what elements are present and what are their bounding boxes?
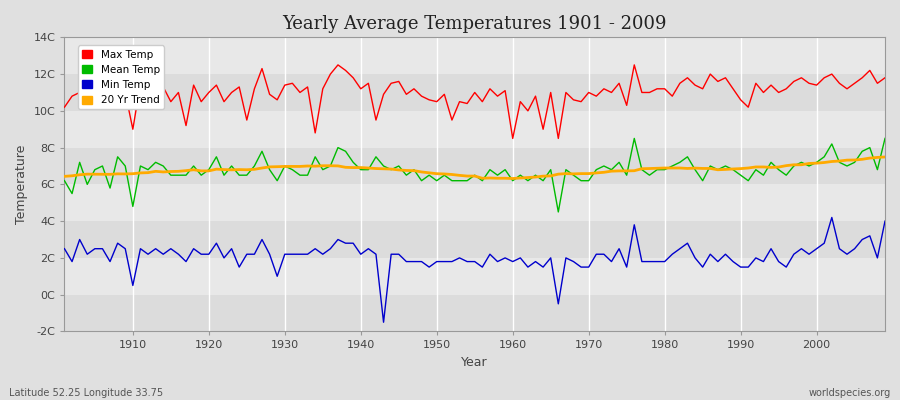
Bar (65, 74, 885, 111)
Y-axis label: Temperature: Temperature (15, 145, 28, 224)
Bar (65, 37, 885, 74)
Text: Latitude 52.25 Longitude 33.75: Latitude 52.25 Longitude 33.75 (9, 388, 163, 398)
Bar (65, 295, 885, 332)
Bar (65, 258, 885, 295)
Bar (65, 148, 885, 184)
Title: Yearly Average Temperatures 1901 - 2009: Yearly Average Temperatures 1901 - 2009 (283, 15, 667, 33)
X-axis label: Year: Year (462, 356, 488, 369)
Text: worldspecies.org: worldspecies.org (809, 388, 891, 398)
Bar (65, 221, 885, 258)
Bar (65, 111, 885, 148)
Legend: Max Temp, Mean Temp, Min Temp, 20 Yr Trend: Max Temp, Mean Temp, Min Temp, 20 Yr Tre… (78, 46, 164, 110)
Bar (65, 184, 885, 221)
